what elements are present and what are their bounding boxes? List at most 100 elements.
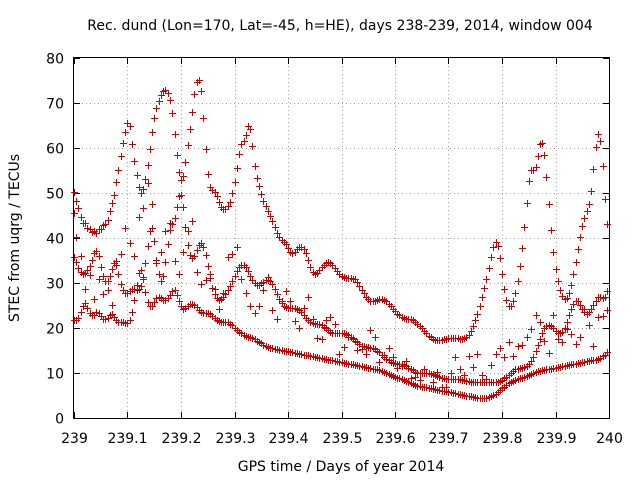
data-point [350,336,357,343]
data-point [577,334,584,341]
data-point [93,309,100,316]
data-point [191,91,198,98]
data-point [142,176,149,183]
data-point [89,257,96,264]
data-point [267,213,274,220]
data-point [252,163,259,170]
data-point [341,344,348,351]
data-point [165,241,172,248]
data-point [105,217,112,224]
data-point [216,306,223,313]
data-point [575,246,582,253]
data-point [474,351,481,358]
data-point [524,200,531,207]
data-point [559,293,566,300]
data-point [543,174,550,181]
data-point [263,203,270,210]
y-axis-tick-labels: 0 10 20 30 40 50 60 70 80 [46,52,64,428]
data-point [269,281,276,288]
data-point [209,285,216,292]
data-point [138,267,145,274]
data-point [158,92,165,99]
data-point [490,244,497,251]
data-point [122,129,129,136]
data-point [78,309,85,316]
data-point [602,294,609,301]
data-point [142,260,149,267]
data-point [564,319,571,326]
data-point [564,295,571,302]
data-point [303,250,310,257]
data-point [203,146,210,153]
data-point [566,312,573,319]
x-tick-label: 239.7 [428,431,468,447]
data-point [245,268,252,275]
data-point [84,305,91,312]
data-point [537,319,544,326]
data-point [82,220,89,227]
data-point [600,313,607,320]
data-point [160,273,167,280]
data-point [367,327,374,334]
data-point [564,326,571,333]
data-point [238,141,245,148]
data-point [176,169,183,176]
data-point [138,190,145,197]
data-point [298,309,305,316]
data-point [185,228,192,235]
data-point [327,314,334,321]
data-point [272,286,279,293]
data-point [205,171,212,178]
data-point [84,267,91,274]
data-point [602,196,609,203]
data-point [234,268,241,275]
data-point [145,299,152,306]
data-point [470,364,477,371]
data-point [479,294,486,301]
grid [74,58,609,418]
data-point [310,316,317,323]
data-point [151,238,158,245]
chart-title: Rec. dund (Lon=170, Lat=-45, h=HE), days… [87,18,593,34]
data-point [207,271,214,278]
data-point [524,334,531,341]
data-point [167,292,174,299]
data-point [172,215,179,222]
data-point [189,218,196,225]
data-point [448,370,455,377]
data-point [169,110,176,117]
data-point [493,351,500,358]
data-point [247,126,254,133]
data-point [332,321,339,328]
data-point [180,173,187,180]
data-point [573,259,580,266]
data-point [452,354,459,361]
data-point [581,215,588,222]
data-point [158,249,165,256]
data-point [136,214,143,221]
data-point [577,234,584,241]
data-point [588,306,595,313]
data-point [530,167,537,174]
data-point [129,141,136,148]
axis-ticks [74,58,610,419]
data-point [243,290,250,297]
data-point [472,317,479,324]
data-point [236,151,243,158]
data-point [73,198,80,205]
data-point [570,271,577,278]
data-point [93,230,100,237]
data-point [149,201,156,208]
data-point [249,143,256,150]
data-point [203,252,210,259]
x-tick-label: 240 [596,431,623,447]
data-point [229,251,236,258]
data-point [501,286,508,293]
data-point [229,190,236,197]
data-point [167,220,174,227]
x-tick-label: 239 [61,431,88,447]
data-point [363,351,370,358]
data-point [158,278,165,285]
data-point [383,298,390,305]
data-point [124,120,131,127]
